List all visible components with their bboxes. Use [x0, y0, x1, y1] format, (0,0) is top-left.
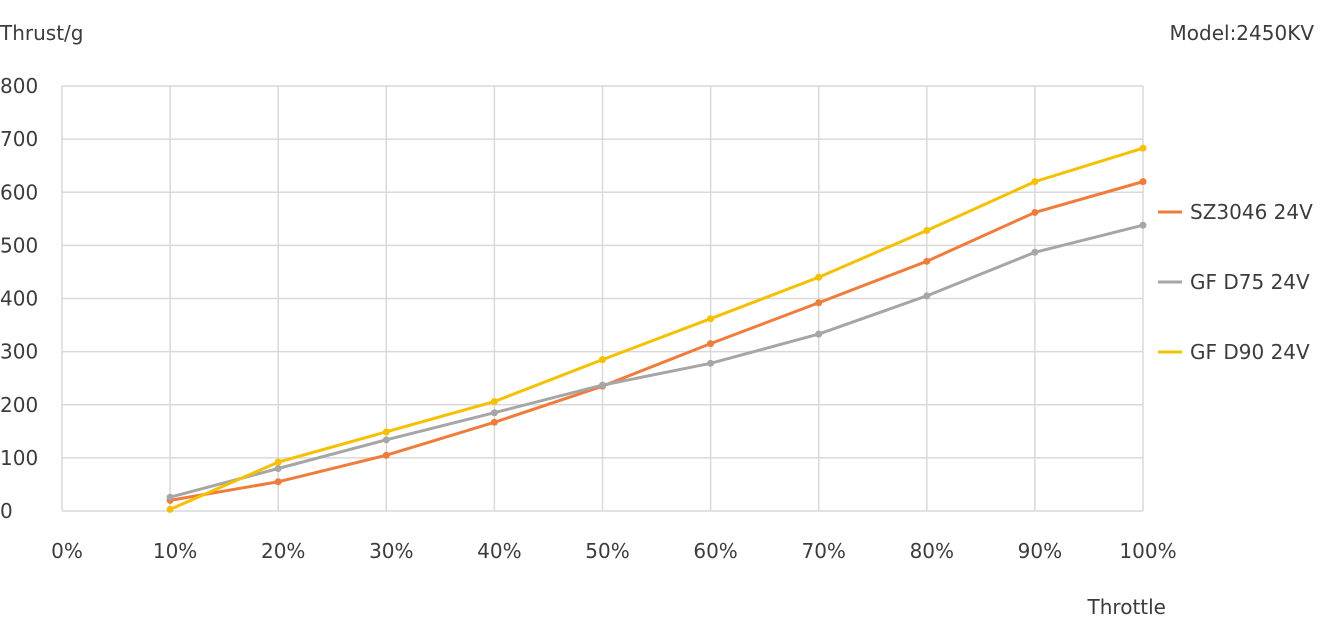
- legend-label: GF D90 24V: [1190, 340, 1310, 364]
- data-point: [923, 257, 931, 265]
- legend-label: SZ3046 24V: [1190, 200, 1313, 224]
- data-point: [707, 340, 715, 348]
- grid: [61, 85, 1144, 512]
- x-tick-label: 70%: [801, 539, 845, 563]
- data-point: [274, 458, 282, 466]
- data-point: [490, 409, 498, 417]
- data-point: [815, 273, 823, 281]
- series-line: [168, 180, 1145, 502]
- y-tick-label: 0: [0, 499, 13, 523]
- data-point: [382, 451, 390, 459]
- legend: SZ3046 24V GF D75 24V GF D90 24V: [1158, 200, 1313, 364]
- series-1: [166, 221, 1147, 501]
- y-tick-label: 100: [0, 446, 38, 470]
- data-point: [1139, 221, 1147, 229]
- x-tick-label: 50%: [585, 539, 629, 563]
- y-tick-label: 200: [0, 393, 38, 417]
- model-annotation: Model:2450KV: [1170, 21, 1315, 45]
- data-point: [166, 505, 174, 513]
- data-point: [382, 436, 390, 444]
- x-tick-label: 0%: [51, 539, 83, 563]
- series-line: [168, 146, 1145, 511]
- data-point: [1031, 178, 1039, 186]
- data-point: [707, 315, 715, 323]
- series-line: [168, 223, 1145, 499]
- y-tick-label: 500: [0, 233, 38, 257]
- data-point: [599, 356, 606, 364]
- x-tick-label: 100%: [1119, 539, 1176, 563]
- x-tick-label: 10%: [153, 539, 197, 563]
- legend-item: GF D90 24V: [1158, 340, 1310, 364]
- x-tick-label: 30%: [369, 539, 413, 563]
- series-lines: [166, 144, 1147, 513]
- data-point: [274, 465, 282, 472]
- data-point: [815, 299, 823, 307]
- data-point: [274, 478, 282, 486]
- x-tick-label: 20%: [261, 539, 305, 563]
- data-point: [1031, 248, 1039, 256]
- series-0: [166, 178, 1147, 504]
- data-point: [1139, 144, 1147, 152]
- tick-labels: 0 100 200 300 400 500 600 700 800 0% 10% 20% 30% 40% 5…: [0, 74, 1177, 563]
- data-point: [707, 359, 715, 367]
- legend-label: GF D75 24V: [1190, 270, 1310, 294]
- y-tick-label: 300: [0, 340, 38, 364]
- y-tick-label: 600: [0, 180, 38, 204]
- x-tick-label: 60%: [693, 539, 737, 563]
- x-tick-label: 40%: [477, 539, 521, 563]
- legend-item: GF D75 24V: [1158, 270, 1310, 294]
- data-point: [815, 330, 823, 338]
- y-tick-label: 700: [0, 127, 38, 151]
- data-point: [490, 398, 498, 406]
- y-axis-label: Thrust/g: [0, 21, 84, 45]
- y-tick-label: 400: [0, 287, 38, 311]
- x-tick-label: 80%: [910, 539, 954, 563]
- data-point: [599, 381, 606, 389]
- y-tick-label: 800: [0, 74, 38, 98]
- data-point: [1139, 178, 1147, 186]
- x-tick-label: 90%: [1018, 539, 1062, 563]
- data-point: [166, 493, 174, 501]
- legend-item: SZ3046 24V: [1158, 200, 1313, 224]
- data-point: [490, 418, 498, 426]
- data-point: [923, 292, 931, 300]
- data-point: [1031, 208, 1039, 216]
- data-point: [923, 227, 931, 234]
- data-point: [382, 428, 390, 436]
- series-2: [166, 144, 1147, 513]
- x-axis-label: Throttle: [1087, 595, 1166, 619]
